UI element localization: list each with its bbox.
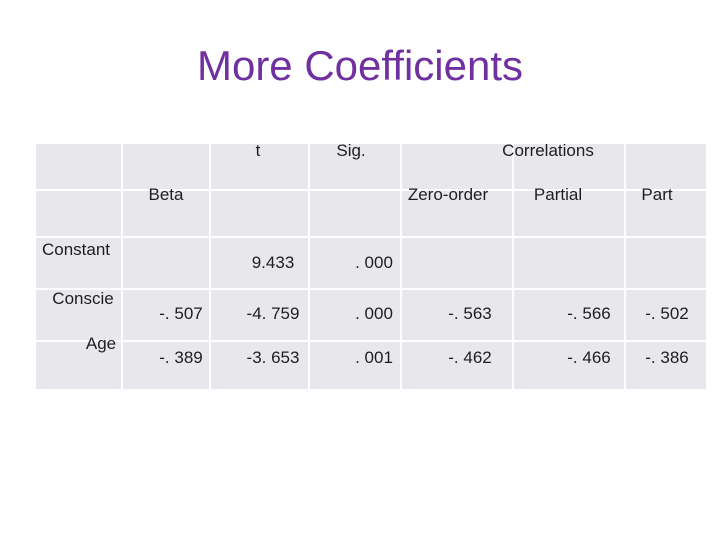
table-cell <box>402 238 512 288</box>
column-header: Beta <box>148 185 184 204</box>
column-header: Correlations <box>502 141 594 160</box>
column-header: t <box>255 141 261 160</box>
table-cell <box>310 290 400 340</box>
table-cell <box>402 290 512 340</box>
table-cell <box>310 144 400 189</box>
table-cell <box>402 191 512 236</box>
table-cell <box>626 191 706 236</box>
table-cell <box>402 144 512 189</box>
row-label: Constant <box>41 240 111 259</box>
column-header: Partial <box>533 185 583 204</box>
table-cell <box>626 342 706 389</box>
table-cell <box>123 191 209 236</box>
column-header: Zero-order <box>407 185 489 204</box>
table-cell <box>211 238 308 288</box>
table-cell <box>626 238 706 288</box>
table-value: . 001 <box>355 348 393 367</box>
table-value: -4. 759 <box>246 304 300 323</box>
table-value: 9.433 <box>251 253 295 272</box>
table-cell <box>514 144 624 189</box>
table-cell <box>211 144 308 189</box>
table-cell <box>211 290 308 340</box>
table-cell <box>36 238 121 288</box>
table-cell <box>626 144 706 189</box>
slide-title: More Coefficients <box>196 42 524 89</box>
table-cell <box>514 290 624 340</box>
table-cell <box>626 290 706 340</box>
column-header: Part <box>641 185 673 204</box>
table-cell <box>36 290 121 340</box>
table-cell <box>402 342 512 389</box>
table-cell <box>123 238 209 288</box>
table-cell <box>36 144 121 189</box>
table-value: -. 502 <box>645 304 689 323</box>
table-value: -. 389 <box>159 348 203 367</box>
table-value: . 000 <box>355 253 393 272</box>
row-label: Age <box>85 334 117 353</box>
table-cell <box>211 191 308 236</box>
table-value: -3. 653 <box>246 348 300 367</box>
table-value: -. 566 <box>567 304 611 323</box>
table-value: -. 386 <box>645 348 689 367</box>
row-label: Conscie <box>52 289 114 308</box>
column-header: Sig. <box>336 141 366 160</box>
table-value: -. 466 <box>567 348 611 367</box>
table-cell <box>514 342 624 389</box>
table-cell <box>310 342 400 389</box>
table-cell <box>123 290 209 340</box>
table-cell <box>36 191 121 236</box>
table-cell <box>514 238 624 288</box>
table-value: -. 507 <box>159 304 203 323</box>
table-grid <box>36 144 706 389</box>
table-value: -. 563 <box>448 304 492 323</box>
table-cell <box>123 144 209 189</box>
table-value: . 000 <box>355 304 393 323</box>
table-cell <box>36 342 121 389</box>
table-value: -. 462 <box>448 348 492 367</box>
table-cell <box>514 191 624 236</box>
table-cell <box>310 238 400 288</box>
table-cell <box>211 342 308 389</box>
table-cell <box>310 191 400 236</box>
table-cell <box>123 342 209 389</box>
